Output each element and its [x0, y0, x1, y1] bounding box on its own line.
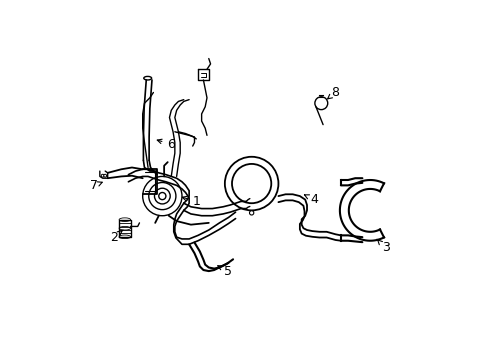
Text: 8: 8	[327, 86, 339, 99]
Text: 4: 4	[304, 193, 318, 206]
Text: 7: 7	[90, 179, 102, 192]
Text: 6: 6	[157, 138, 175, 151]
Text: 1: 1	[182, 195, 200, 208]
Circle shape	[101, 174, 104, 177]
Text: 5: 5	[217, 265, 232, 278]
Circle shape	[103, 174, 106, 177]
Circle shape	[249, 211, 253, 215]
Text: 3: 3	[376, 239, 389, 255]
Text: 2: 2	[110, 230, 123, 244]
